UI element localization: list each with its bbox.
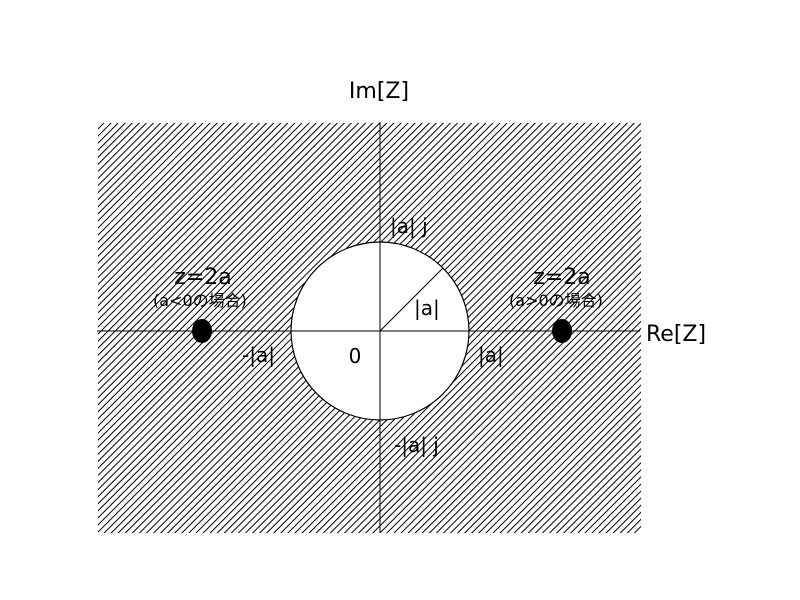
pole-left xyxy=(192,319,212,343)
circle-right-label: |a| xyxy=(478,343,504,367)
pole-right xyxy=(552,319,572,343)
imaginary-axis-label: Im[Z] xyxy=(349,79,409,104)
circle-bottom-label: -|a| j xyxy=(394,433,439,457)
circle-left-label: -|a| xyxy=(242,343,275,367)
circle-top-label: |a| j xyxy=(390,214,428,238)
radius-line xyxy=(379,267,444,332)
real-axis-label: Re[Z] xyxy=(646,322,706,347)
pole-right-condition: (a>0の場合) xyxy=(509,291,603,310)
pole-left-condition: (a<0の場合) xyxy=(153,291,247,310)
pole-right-equation: z=2a xyxy=(533,265,590,290)
radius-label: |a| xyxy=(414,296,440,320)
pole-left-equation: z=2a xyxy=(174,265,231,290)
origin-label: 0 xyxy=(349,344,362,368)
